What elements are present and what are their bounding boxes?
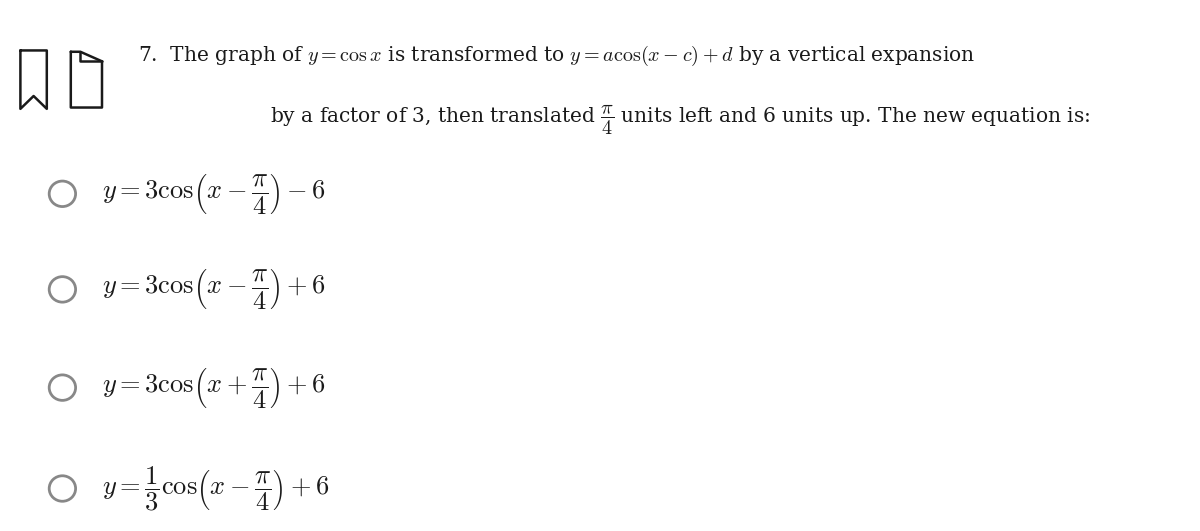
Text: $y = 3\cos\!\left(x + \dfrac{\pi}{4}\right) + 6$: $y = 3\cos\!\left(x + \dfrac{\pi}{4}\rig…	[102, 366, 326, 409]
Text: $y = \dfrac{1}{3}\cos\!\left(x - \dfrac{\pi}{4}\right) + 6$: $y = \dfrac{1}{3}\cos\!\left(x - \dfrac{…	[102, 465, 329, 512]
Text: $y = 3\cos\!\left(x - \dfrac{\pi}{4}\right) + 6$: $y = 3\cos\!\left(x - \dfrac{\pi}{4}\rig…	[102, 268, 326, 311]
Text: by a factor of 3, then translated $\dfrac{\pi}{4}$ units left and 6 units up. Th: by a factor of 3, then translated $\dfra…	[270, 102, 1090, 136]
Text: 7.  The graph of $y = \cos x$ is transformed to $y = a\cos(x - c) + d$ by a vert: 7. The graph of $y = \cos x$ is transfor…	[138, 44, 976, 68]
Text: $y = 3\cos\!\left(x - \dfrac{\pi}{4}\right) - 6$: $y = 3\cos\!\left(x - \dfrac{\pi}{4}\rig…	[102, 172, 326, 216]
